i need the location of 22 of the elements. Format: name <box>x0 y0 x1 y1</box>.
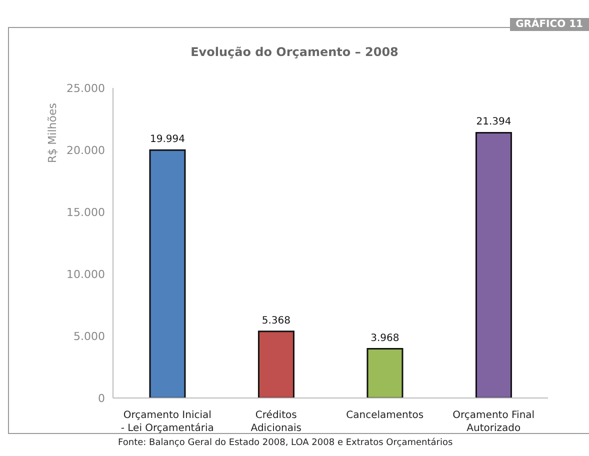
data-label: 21.394 <box>476 116 512 128</box>
text: GRÁFICO 11 <box>510 18 589 31</box>
chart-title: Evolução do Orçamento – 2008 <box>190 45 400 59</box>
x-tick-label: Orçamento Inicial - Lei Orçamentária <box>120 410 214 434</box>
bar <box>475 132 512 398</box>
y-tick-label: 5.000 <box>74 330 105 343</box>
data-label: 3.968 <box>370 332 400 344</box>
x-tick-label: Cancelamentos <box>346 410 424 421</box>
y-tick-label: 10.000 <box>66 268 105 281</box>
x-tick-label: Créditos Adicionais <box>250 410 302 434</box>
y-tick-label: 0 <box>98 392 105 405</box>
y-tick-label: 20.000 <box>66 144 105 157</box>
x-tick-label: Orçamento Final Autorizado <box>452 410 535 434</box>
data-label: 19.994 <box>150 134 185 146</box>
y-tick-label: 25.000 <box>66 82 105 95</box>
source-note: Fonte: Balanço Geral do Estado 2008, LOA 2008 e Extratos Orçamentários <box>118 438 453 448</box>
y-axis-title: R$ Milhões <box>46 102 59 163</box>
bar <box>149 149 186 398</box>
bar <box>258 330 294 398</box>
y-tick-label: 15.000 <box>66 206 105 219</box>
bar <box>366 348 404 398</box>
data-label: 5.368 <box>262 315 291 326</box>
